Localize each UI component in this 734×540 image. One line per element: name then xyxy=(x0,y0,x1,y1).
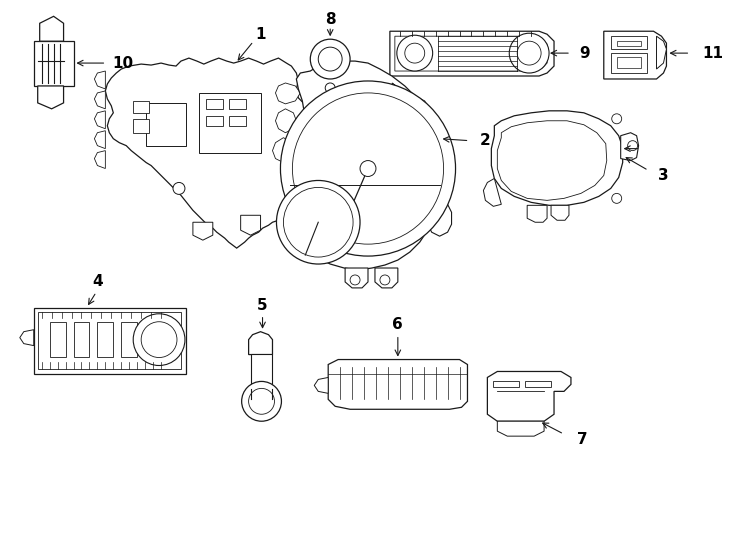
Polygon shape xyxy=(275,83,300,104)
Polygon shape xyxy=(604,31,666,79)
Polygon shape xyxy=(121,322,137,356)
Polygon shape xyxy=(498,121,607,200)
Polygon shape xyxy=(487,372,571,421)
Polygon shape xyxy=(617,57,641,68)
Polygon shape xyxy=(275,109,297,133)
Polygon shape xyxy=(390,31,554,76)
Circle shape xyxy=(380,275,390,285)
Text: 10: 10 xyxy=(113,56,134,71)
Circle shape xyxy=(405,43,425,63)
Circle shape xyxy=(292,93,443,244)
Circle shape xyxy=(277,180,360,264)
Polygon shape xyxy=(375,268,398,288)
Polygon shape xyxy=(428,200,451,236)
Polygon shape xyxy=(34,41,73,86)
Text: 4: 4 xyxy=(92,274,103,289)
Polygon shape xyxy=(98,322,113,356)
Text: 5: 5 xyxy=(257,298,268,313)
Polygon shape xyxy=(229,99,246,109)
Polygon shape xyxy=(95,91,106,109)
Circle shape xyxy=(249,388,275,414)
Text: 6: 6 xyxy=(393,317,403,332)
Polygon shape xyxy=(491,111,622,205)
Polygon shape xyxy=(20,330,34,346)
Polygon shape xyxy=(498,421,544,436)
Circle shape xyxy=(310,39,350,79)
Polygon shape xyxy=(206,99,222,109)
Polygon shape xyxy=(656,36,666,69)
Polygon shape xyxy=(34,308,186,374)
Polygon shape xyxy=(278,198,306,234)
Circle shape xyxy=(611,193,622,204)
Polygon shape xyxy=(527,205,547,222)
Polygon shape xyxy=(206,116,222,126)
Polygon shape xyxy=(37,312,181,369)
Polygon shape xyxy=(146,103,186,146)
Polygon shape xyxy=(328,360,468,409)
Circle shape xyxy=(350,275,360,285)
Circle shape xyxy=(509,33,549,73)
Polygon shape xyxy=(133,101,149,113)
Polygon shape xyxy=(611,53,647,73)
Circle shape xyxy=(628,140,638,151)
Polygon shape xyxy=(37,86,64,109)
Circle shape xyxy=(319,47,342,71)
Polygon shape xyxy=(106,58,310,248)
Polygon shape xyxy=(314,79,346,115)
Circle shape xyxy=(133,314,185,366)
Polygon shape xyxy=(95,131,106,149)
Text: 9: 9 xyxy=(579,45,589,60)
Polygon shape xyxy=(229,116,246,126)
Polygon shape xyxy=(95,71,106,89)
Polygon shape xyxy=(617,41,641,46)
Polygon shape xyxy=(272,138,295,163)
Polygon shape xyxy=(40,16,64,41)
Polygon shape xyxy=(395,36,547,71)
Circle shape xyxy=(141,322,177,357)
Polygon shape xyxy=(193,222,213,240)
Polygon shape xyxy=(345,268,368,288)
Polygon shape xyxy=(249,332,272,355)
Circle shape xyxy=(325,83,335,93)
Polygon shape xyxy=(611,36,647,49)
Circle shape xyxy=(611,114,622,124)
Polygon shape xyxy=(551,205,569,220)
Polygon shape xyxy=(288,61,442,270)
Polygon shape xyxy=(50,322,65,356)
Text: 11: 11 xyxy=(702,45,723,60)
Polygon shape xyxy=(95,151,106,168)
Text: 8: 8 xyxy=(325,12,335,27)
Circle shape xyxy=(280,81,456,256)
Text: 2: 2 xyxy=(479,133,490,148)
Polygon shape xyxy=(250,354,272,389)
Polygon shape xyxy=(73,322,90,356)
Polygon shape xyxy=(95,111,106,129)
Polygon shape xyxy=(199,93,261,153)
Circle shape xyxy=(397,35,432,71)
Text: 1: 1 xyxy=(255,26,266,42)
Circle shape xyxy=(360,160,376,177)
Polygon shape xyxy=(314,377,328,393)
Circle shape xyxy=(517,41,541,65)
Polygon shape xyxy=(241,215,261,235)
Polygon shape xyxy=(621,133,639,160)
Polygon shape xyxy=(133,119,149,133)
Circle shape xyxy=(283,187,353,257)
Polygon shape xyxy=(493,381,519,387)
Circle shape xyxy=(241,381,281,421)
Text: 7: 7 xyxy=(577,431,587,447)
Circle shape xyxy=(173,183,185,194)
Polygon shape xyxy=(484,179,501,206)
Polygon shape xyxy=(526,381,551,387)
Text: 3: 3 xyxy=(658,168,669,183)
